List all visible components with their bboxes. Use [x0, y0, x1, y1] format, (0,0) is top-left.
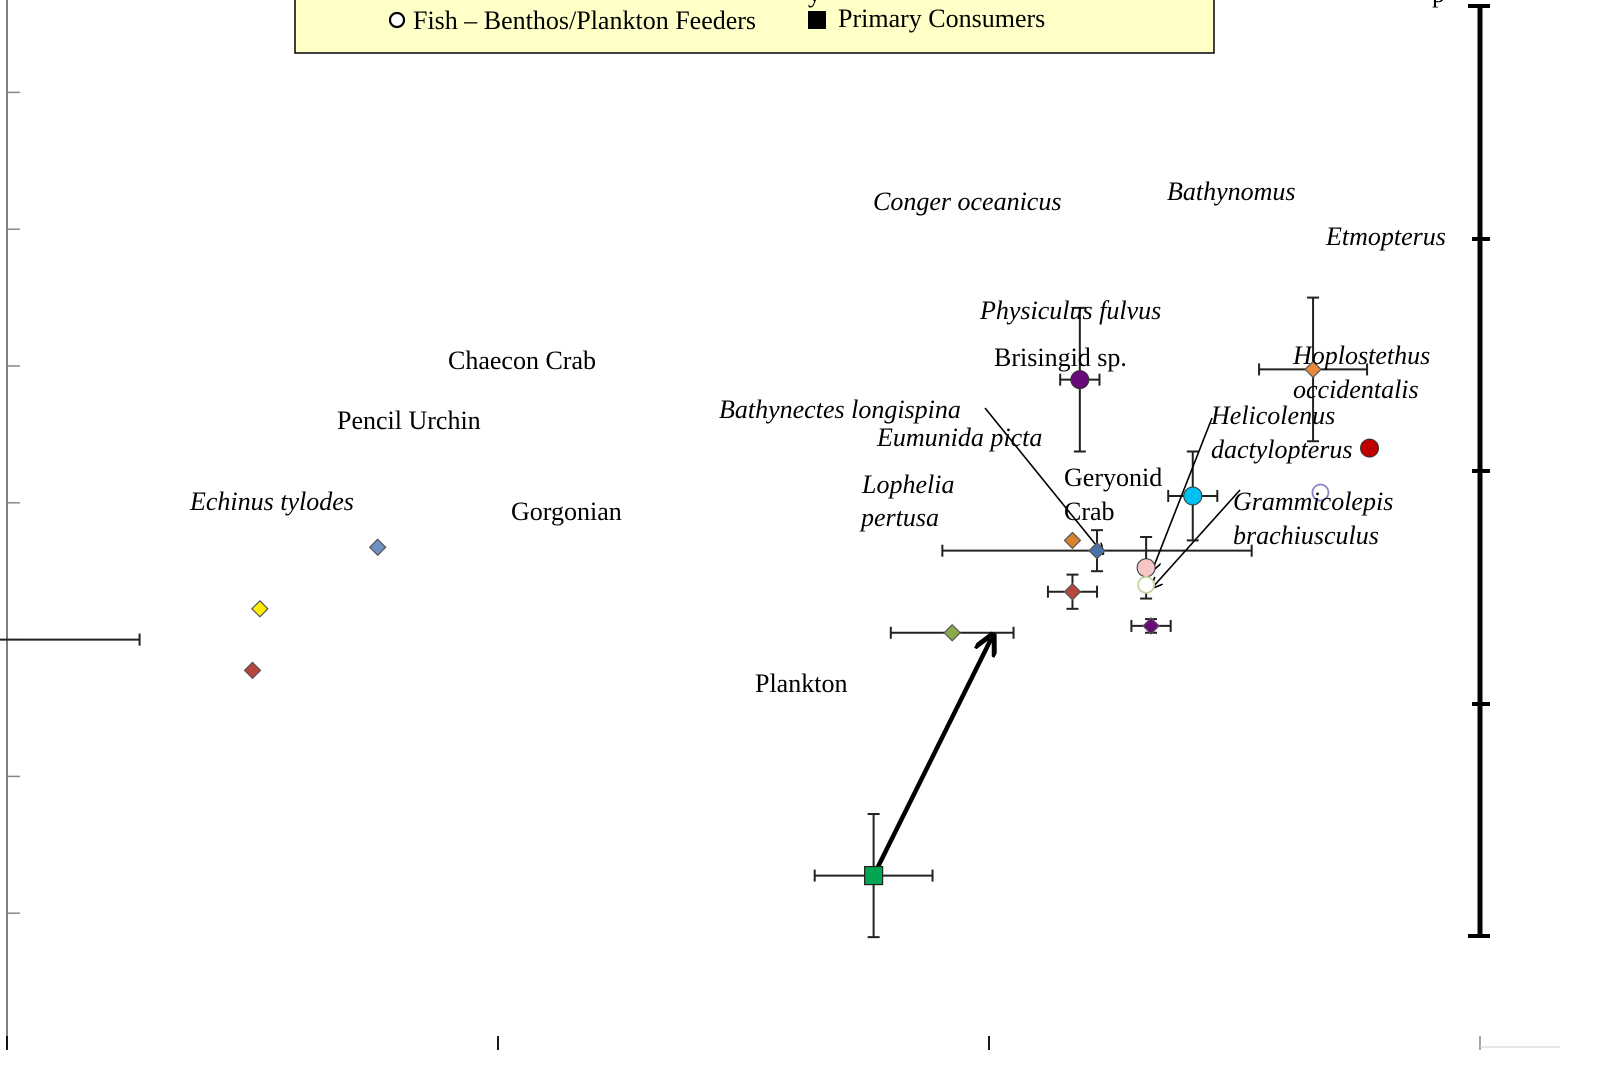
annotation-arrows — [871, 407, 1241, 877]
legend-cropped-glyph-right: ƴ — [808, 0, 826, 8]
point-label: Hoplostethus occidentalis — [1292, 341, 1430, 404]
legend: • ƴ Fish – Benthos/Plankton Feeders Prim… — [294, 0, 1215, 54]
diamond-marker — [251, 599, 269, 618]
grammicolepis-pointer — [1152, 489, 1241, 588]
point-label: Bathynomus — [1167, 177, 1296, 206]
label-line: pertusa — [859, 503, 939, 532]
legend-entry-1: Primary Consumers — [838, 4, 1045, 33]
plankton-to-lophelia-arrow — [871, 637, 993, 877]
point-label: Echinus tylodes — [189, 487, 354, 516]
x-axis-ticks — [6, 1036, 1560, 1050]
point-labels: Echinus tylodes Chaecon Crab Pencil Urchin… — [189, 177, 1446, 698]
label-line: occidentalis — [1293, 375, 1419, 404]
open-circle-marker — [1137, 575, 1156, 594]
open-circle-marker — [1311, 483, 1330, 502]
diamond-marker — [1304, 360, 1322, 379]
point-label: Chaecon Crab — [448, 346, 596, 375]
legend-open-circle-icon — [388, 11, 406, 29]
label-line: Helicolenus — [1210, 401, 1335, 430]
diamond-marker — [243, 661, 262, 680]
error-bars — [0, 296, 1369, 939]
circle-marker — [1360, 438, 1380, 458]
diamond-marker — [368, 538, 387, 557]
point-label: Physiculus fulvus — [979, 296, 1161, 325]
bathynectes-pointer — [984, 407, 1103, 554]
point-label: Plankton — [755, 669, 847, 698]
helicolenus-pointer — [1152, 417, 1213, 571]
label-line: Grammicolepis — [1233, 487, 1393, 516]
label-line: brachiusculus — [1233, 521, 1379, 550]
label-line: Hoplostethus — [1292, 341, 1430, 370]
point-label: Gorgonian — [511, 497, 622, 526]
label-line: dactylopterus — [1211, 435, 1353, 464]
legend-entry-0: Fish – Benthos/Plankton Feeders — [413, 6, 756, 35]
point-label: Brisingid sp. — [994, 343, 1127, 372]
diamond-marker — [1063, 531, 1082, 550]
label-line: Geryonid — [1064, 463, 1162, 492]
point-label: Helicolenus dactylopterus — [1210, 401, 1353, 464]
label-line: Lophelia — [861, 470, 954, 499]
circle-marker — [1070, 370, 1090, 390]
square-marker — [864, 865, 884, 886]
legend-box — [294, 0, 1215, 54]
legend-cropped-glyph-left: • — [383, 0, 392, 8]
point-label: Conger oceanicus — [873, 187, 1061, 216]
point-label: Eumunida picta — [876, 423, 1042, 452]
circle-marker — [1136, 558, 1156, 578]
point-label: Pencil Urchin — [337, 406, 481, 435]
point-label: Grammicolepis brachiusculus — [1233, 487, 1393, 550]
diamond-marker — [1088, 541, 1106, 560]
point-label: Geryonid Crab — [1064, 463, 1162, 526]
point-label: Etmopterus — [1325, 222, 1446, 251]
diamond-marker — [1142, 617, 1160, 635]
point-label: Lophelia pertusa — [859, 470, 954, 532]
point-label: Bathynectes longispina — [719, 395, 961, 424]
y-axis-ticks — [7, 91, 20, 914]
diamond-marker — [943, 623, 962, 642]
data-markers — [243, 360, 1380, 886]
legend-filled-square-icon — [808, 11, 826, 29]
cropped-corner-glyph: p — [1432, 0, 1445, 8]
circle-marker — [1183, 486, 1203, 506]
trophic-level-bar — [1468, 4, 1490, 938]
label-line: Crab — [1064, 497, 1115, 526]
diamond-marker — [1063, 582, 1082, 601]
